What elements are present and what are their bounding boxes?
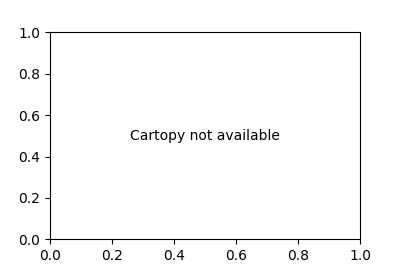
- Text: Cartopy not available: Cartopy not available: [130, 129, 280, 143]
